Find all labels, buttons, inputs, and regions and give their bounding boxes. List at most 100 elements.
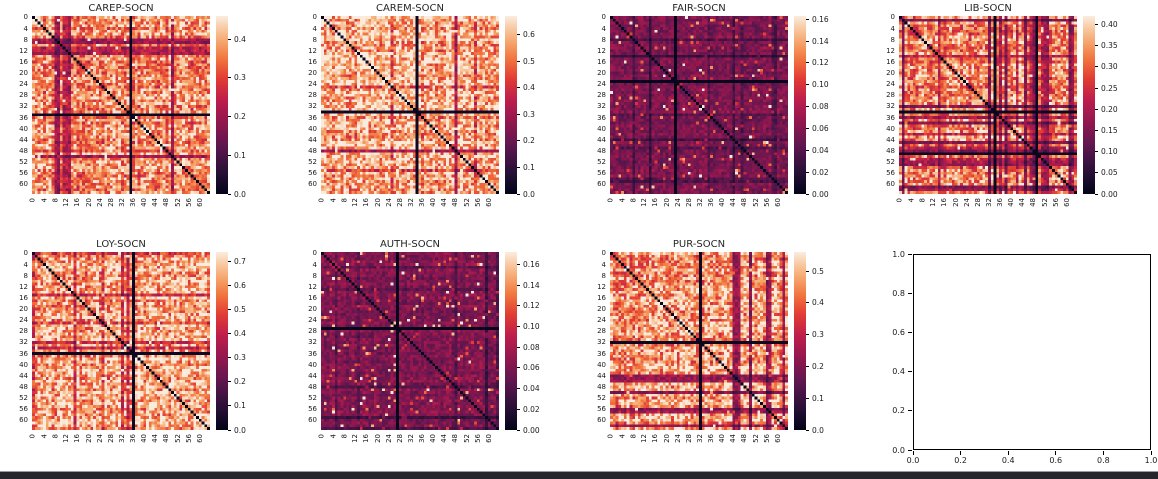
y-tick-label: 20 bbox=[19, 305, 28, 314]
y-tick-label: 24 bbox=[19, 316, 28, 325]
x-axis-ticks: 0 4 8 12 16 20 24 28 32 36 40 44 48 52 56 60 bbox=[29, 431, 210, 459]
empty-x-axis-ticks: 0.0 0.2 0.4 0.6 0.8 1.0 bbox=[907, 450, 1157, 470]
x-tick-label: 0 bbox=[28, 198, 37, 203]
x-tick-label: 48 bbox=[740, 198, 749, 207]
x-tick-label: 24 bbox=[962, 198, 971, 207]
y-tick-label: 36 bbox=[308, 113, 317, 122]
y-tick-label: 0 bbox=[312, 249, 317, 258]
y-tick-label: 60 bbox=[597, 416, 606, 425]
x-tick-label: 40 bbox=[718, 434, 727, 443]
x-tick-label: 8 bbox=[340, 434, 349, 439]
y-tick-label: 0 bbox=[890, 13, 895, 22]
y-tick-label: 56 bbox=[597, 169, 606, 178]
x-tick-label: 48 bbox=[162, 198, 171, 207]
colorbar-tick-label: 0.6 bbox=[517, 30, 535, 39]
x-tick-label: 24 bbox=[384, 434, 393, 443]
x-tick-label: 32 bbox=[695, 198, 704, 207]
x-tick-label: 48 bbox=[451, 434, 460, 443]
y-tick-label: 12 bbox=[19, 46, 28, 55]
y-tick-label: 4 bbox=[23, 260, 28, 269]
x-tick-label: 4 bbox=[329, 434, 338, 439]
y-tick-label: 48 bbox=[886, 146, 895, 155]
y-tick-mark bbox=[908, 292, 912, 294]
colorbar-tick-label: 0.4 bbox=[228, 35, 246, 44]
y-tick-label: 44 bbox=[308, 135, 317, 144]
colorbar-tick-label: 0.15 bbox=[1095, 126, 1118, 135]
colorbar-tick-label: 0.1 bbox=[517, 163, 535, 172]
y-tick-label: 0.6 bbox=[892, 327, 905, 337]
colorbar-tick-label: 0.00 bbox=[1095, 190, 1118, 199]
y-tick-label: 40 bbox=[597, 124, 606, 133]
empty-axes-box bbox=[913, 254, 1151, 450]
colorbar-tick-label: 0.25 bbox=[1095, 84, 1118, 93]
y-tick-label: 44 bbox=[308, 371, 317, 380]
x-tick-label: 40 bbox=[718, 198, 727, 207]
x-tick-label: 0.2 bbox=[954, 456, 967, 465]
y-tick-label: 48 bbox=[597, 382, 606, 391]
y-tick-label: 60 bbox=[19, 416, 28, 425]
x-tick-label: 52 bbox=[462, 434, 471, 443]
heatmap-canvas bbox=[32, 252, 210, 430]
x-tick-label: 1.0 bbox=[1144, 456, 1158, 465]
y-tick-label: 12 bbox=[19, 282, 28, 291]
y-tick-mark bbox=[908, 371, 912, 373]
colorbar-tick-label: 0.6 bbox=[228, 281, 246, 290]
x-tick-label: 0 bbox=[606, 198, 615, 203]
x-tick-label: 16 bbox=[651, 434, 660, 443]
y-tick-label: 56 bbox=[886, 169, 895, 178]
x-axis-ticks: 0 4 8 12 16 20 24 28 32 36 40 44 48 52 56 60 bbox=[317, 431, 499, 459]
y-tick-label: 0.8 bbox=[892, 288, 905, 298]
y-tick-label: 8 bbox=[601, 35, 606, 44]
x-tick-label: 0.6 bbox=[1049, 456, 1063, 465]
y-tick-label: 12 bbox=[597, 282, 606, 291]
colorbar-tick-label: 0.10 bbox=[806, 80, 829, 89]
colorbar-tick-label: 0.06 bbox=[517, 363, 540, 372]
y-tick-label: 28 bbox=[308, 91, 317, 100]
y-tick-label: 0 bbox=[601, 249, 606, 258]
y-tick-label: 0 bbox=[23, 249, 28, 258]
y-tick-label: 36 bbox=[597, 349, 606, 358]
x-tick-label: 28 bbox=[973, 198, 982, 207]
x-axis-ticks: 0 4 8 12 16 20 24 28 32 36 40 44 48 52 56 60 bbox=[607, 431, 788, 459]
y-tick-label: 24 bbox=[597, 80, 606, 89]
x-tick-label: 24 bbox=[95, 198, 104, 207]
x-tick-label: 16 bbox=[362, 198, 371, 207]
x-tick-label: 16 bbox=[73, 434, 82, 443]
chart-title: LIB-SOCN bbox=[964, 3, 1012, 14]
x-tick-label: 24 bbox=[673, 434, 682, 443]
x-tick-label: 48 bbox=[1029, 198, 1038, 207]
x-tick-label: 0 bbox=[317, 434, 326, 439]
colorbar-tick-label: 0.30 bbox=[1095, 62, 1118, 71]
colorbar-ticks: 0.0 0.1 0.2 0.3 0.4 0.5 bbox=[806, 252, 842, 435]
y-tick-label: 28 bbox=[886, 91, 895, 100]
y-tick-mark bbox=[908, 449, 912, 451]
x-tick-label: 0.8 bbox=[1097, 456, 1110, 465]
y-tick-label: 44 bbox=[19, 371, 28, 380]
colorbar-tick-label: 0.20 bbox=[1095, 105, 1118, 114]
x-tick-label: 8 bbox=[918, 198, 927, 203]
x-tick-label: 60 bbox=[484, 198, 493, 207]
colorbar bbox=[1083, 16, 1095, 194]
y-tick-label: 20 bbox=[597, 69, 606, 78]
y-tick-label: 48 bbox=[308, 146, 317, 155]
colorbar-tick-label: 0.14 bbox=[806, 37, 829, 46]
x-tick-label: 4 bbox=[618, 434, 627, 439]
x-tick-label: 44 bbox=[1018, 198, 1027, 207]
x-tick-label: 52 bbox=[173, 434, 182, 443]
colorbar-tick-label: 0.0 bbox=[228, 426, 246, 435]
colorbar-tick-label: 0.4 bbox=[806, 298, 824, 307]
x-tick-label: 8 bbox=[51, 198, 60, 203]
y-tick-mark bbox=[908, 253, 912, 255]
y-tick-label: 24 bbox=[597, 316, 606, 325]
x-tick-label: 8 bbox=[629, 434, 638, 439]
y-tick-label: 28 bbox=[19, 91, 28, 100]
x-tick-label: 8 bbox=[629, 198, 638, 203]
x-tick-label: 44 bbox=[440, 198, 449, 207]
colorbar-tick-label: 0.14 bbox=[517, 281, 540, 290]
x-tick-label: 12 bbox=[351, 198, 360, 207]
y-tick-label: 60 bbox=[308, 416, 317, 425]
y-tick-label: 16 bbox=[886, 57, 895, 66]
x-tick-label: 36 bbox=[996, 198, 1005, 207]
y-axis-ticks: 0 4 8 12 16 20 24 28 32 36 40 44 48 52 56 60 bbox=[588, 249, 610, 430]
